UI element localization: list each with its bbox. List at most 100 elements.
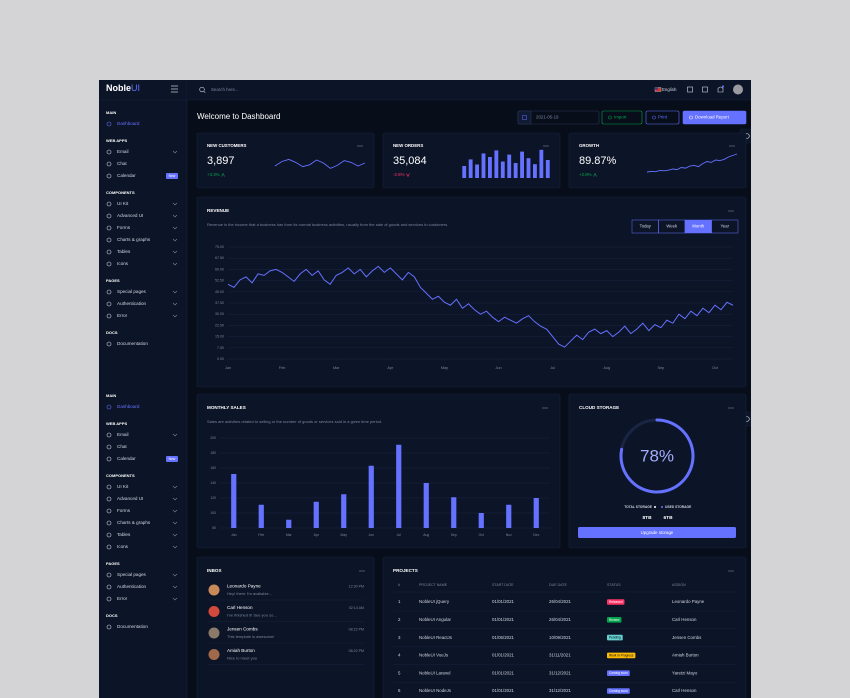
nav-item[interactable]: Icons: [117, 261, 129, 266]
stat-value: 3,897: [207, 155, 235, 167]
nav-item[interactable]: Calendar: [117, 456, 136, 461]
storage-amount: 6TB: [663, 515, 673, 521]
more-button[interactable]: [357, 145, 363, 147]
top-icon[interactable]: [702, 86, 708, 93]
nav-item[interactable]: Chat: [117, 444, 127, 449]
bell-icon[interactable]: [717, 86, 724, 93]
table-cell: 3: [398, 635, 401, 640]
nav-item[interactable]: Charts & graphs: [117, 237, 151, 242]
more-button[interactable]: [728, 210, 734, 212]
chevron: [172, 497, 178, 501]
dot: [731, 145, 733, 147]
trend-arrow: [406, 173, 410, 178]
nav-item[interactable]: Special pages: [117, 572, 147, 577]
nav-item[interactable]: Advanced UI: [117, 213, 143, 218]
message-preview: Nice to meet you: [227, 656, 257, 661]
y-tick-label: 100: [210, 511, 216, 515]
nav-item[interactable]: Forms: [117, 225, 131, 230]
nav-item[interactable]: Icons: [117, 544, 129, 549]
y-tick-label: 52.50: [215, 279, 224, 283]
nav-item[interactable]: Dashboard: [117, 121, 140, 126]
button[interactable]: [645, 110, 680, 125]
table-cell: 2: [398, 617, 401, 622]
message-time: 08:22 PM: [349, 627, 364, 631]
nav-item[interactable]: Dashboard: [117, 404, 140, 409]
nav-item[interactable]: Authentication: [117, 301, 147, 306]
more-button[interactable]: [729, 145, 735, 147]
message-preview: I've finished it! See you so...: [227, 613, 277, 618]
stat-value: 35,084: [393, 155, 427, 167]
range-label: Month: [692, 224, 704, 229]
status-label: Pending: [609, 636, 621, 640]
button-label: Upgrade storage: [641, 530, 674, 535]
table-cell: Carl Henson: [672, 617, 697, 622]
badge: [166, 173, 178, 179]
nav-item[interactable]: Special pages: [117, 289, 147, 294]
search-icon-handle: [203, 91, 206, 94]
more-button[interactable]: [543, 145, 549, 147]
x-tick-label: Dec: [533, 533, 539, 537]
status-label: Coming soon: [609, 671, 628, 675]
button-label: Print: [658, 115, 668, 120]
avatar[interactable]: [208, 584, 220, 596]
more-button[interactable]: [359, 570, 365, 572]
table-cell: NobleUI Laravel: [419, 670, 451, 675]
sender-name: Leonardo Payne: [227, 584, 261, 589]
avatar[interactable]: [733, 84, 743, 95]
nav-icon: [106, 624, 112, 630]
table-cell: Leonardo Payne: [672, 599, 705, 604]
menu-toggle[interactable]: [171, 85, 178, 93]
nav-item[interactable]: Advanced UI: [117, 496, 143, 501]
search-input[interactable]: Search here...: [211, 87, 239, 92]
chevron: [172, 314, 178, 318]
nav-item[interactable]: Forms: [117, 508, 131, 513]
nav-icon: [106, 596, 112, 602]
badge: [166, 456, 178, 462]
card-title: PROJECTS: [393, 568, 418, 573]
dot: [730, 407, 732, 409]
bar: [286, 519, 292, 528]
sender-name: Carl Henson: [227, 605, 253, 610]
upgrade-button[interactable]: [578, 527, 736, 538]
nav-item[interactable]: Error: [117, 313, 128, 318]
revenue-line: [227, 265, 734, 348]
nav-item[interactable]: Authentication: [117, 584, 147, 589]
nav-item[interactable]: Documentation: [117, 624, 148, 629]
table-cell: 01/01/2021: [492, 617, 515, 622]
x-tick-label: May: [441, 366, 448, 370]
more-button[interactable]: [728, 407, 734, 409]
nav-item[interactable]: Calendar: [117, 173, 136, 178]
stat-change: -2.8%: [393, 172, 405, 177]
button[interactable]: [601, 110, 643, 125]
nav-item[interactable]: Error: [117, 596, 128, 601]
nav-item[interactable]: Tables: [117, 249, 131, 254]
nav-item[interactable]: Chat: [117, 161, 127, 166]
x-tick-label: Nov: [506, 533, 512, 537]
nav-icon: [106, 161, 112, 167]
language[interactable]: English: [662, 87, 677, 92]
more-button[interactable]: [542, 407, 548, 409]
table-cell: 31/12/2021: [549, 670, 572, 675]
nav-item[interactable]: Email: [117, 432, 129, 437]
nav-item[interactable]: Documentation: [117, 341, 148, 346]
x-tick-label: Sep: [657, 366, 664, 370]
range-button[interactable]: [711, 219, 739, 234]
card-description: Sales are activities related to selling …: [207, 419, 382, 424]
nav-item[interactable]: Tables: [117, 532, 131, 537]
status-badge: [607, 670, 630, 676]
stat-change: +3.3%: [207, 172, 220, 177]
nav-item[interactable]: UI Kit: [117, 484, 129, 489]
button[interactable]: [682, 110, 747, 125]
avatar[interactable]: [208, 649, 220, 660]
stat-change: +2.8%: [579, 172, 592, 177]
y-tick-label: 120: [210, 496, 216, 500]
top-icon[interactable]: [687, 86, 693, 93]
bar: [423, 483, 429, 528]
nav-item[interactable]: UI Kit: [117, 201, 129, 206]
avatar[interactable]: [208, 627, 220, 639]
avatar[interactable]: [208, 606, 220, 617]
more-button[interactable]: [728, 570, 734, 572]
nav-item[interactable]: Email: [117, 149, 129, 154]
y-tick-label: 15.00: [215, 335, 224, 339]
nav-item[interactable]: Charts & graphs: [117, 520, 151, 525]
